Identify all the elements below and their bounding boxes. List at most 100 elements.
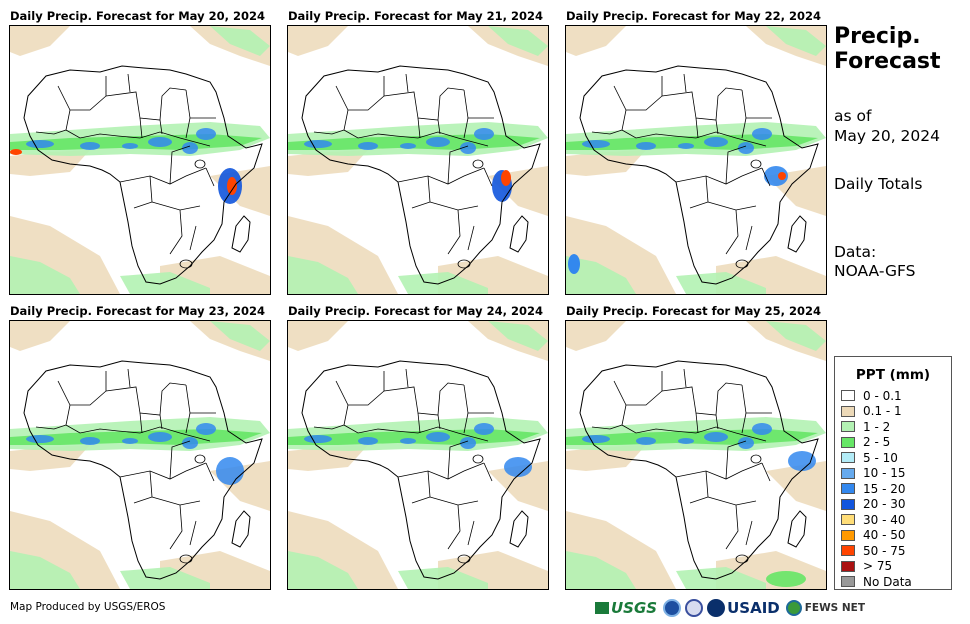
country-border	[313, 129, 345, 135]
legend-swatch	[841, 529, 855, 541]
legend-swatch	[841, 498, 855, 510]
heavy-precip-cell	[752, 423, 772, 435]
country-border	[139, 117, 143, 139]
legend-item: > 75	[841, 559, 912, 575]
usgs-logo-icon	[595, 602, 609, 614]
country-border	[151, 496, 201, 506]
heavy-precip-cell	[582, 140, 610, 148]
heavy-precip-cell	[426, 432, 450, 442]
country-border	[745, 225, 753, 251]
country-border	[483, 462, 493, 482]
legend-swatch	[841, 514, 855, 526]
country-border	[483, 167, 493, 187]
heavy-precip-cell	[474, 423, 494, 435]
heavy-precip-cell	[216, 457, 244, 485]
moderate-precip-area	[766, 26, 826, 56]
heavy-precip-cell	[122, 143, 138, 149]
madagascar-coastline	[787, 510, 807, 548]
fewsnet-globe-icon	[785, 600, 802, 616]
country-border	[429, 201, 479, 211]
heavy-precip-cell	[704, 137, 728, 147]
country-border	[683, 73, 687, 93]
legend-item: 0 - 0.1	[841, 388, 912, 404]
light-precip-area	[10, 26, 70, 56]
lake-victoria	[750, 159, 762, 169]
heavy-precip-cell	[400, 438, 416, 444]
country-border	[105, 382, 187, 416]
heavy-precip-cell	[678, 143, 694, 149]
map-may-23-canvas	[10, 321, 270, 589]
panel-title-may-24: Daily Precip. Forecast for May 24, 2024	[288, 304, 543, 318]
legend-label: 30 - 40	[863, 512, 906, 527]
lesotho-border	[179, 554, 193, 564]
extreme-precip-cell	[501, 170, 511, 186]
heavy-precip-cell	[704, 432, 728, 442]
country-border	[383, 87, 465, 121]
heavy-precip-cell	[764, 166, 788, 186]
country-border	[447, 440, 469, 480]
country-border	[35, 129, 67, 135]
country-border	[761, 167, 771, 187]
country-border	[741, 412, 747, 434]
moderate-precip-area	[766, 571, 806, 587]
legend-label: 1 - 2	[863, 419, 891, 434]
legend-item: 2 - 5	[841, 435, 912, 451]
map-may-20-canvas	[10, 26, 270, 294]
africa-coastline	[301, 360, 541, 580]
country-border	[117, 131, 211, 147]
legend-swatch	[841, 576, 855, 588]
moderate-precip-area	[398, 567, 488, 589]
moderate-precip-area	[210, 321, 270, 351]
map-may-21	[287, 25, 549, 295]
country-border	[621, 109, 675, 139]
lesotho-border	[735, 259, 749, 269]
legend-item: 30 - 40	[841, 512, 912, 528]
moderate-precip-area	[288, 256, 358, 294]
country-border	[185, 412, 191, 434]
country-border	[57, 76, 107, 111]
country-border	[335, 76, 385, 111]
africa-coastline	[579, 65, 819, 285]
country-border	[35, 424, 67, 430]
country-border	[395, 426, 489, 442]
legend-label: 40 - 50	[863, 528, 906, 543]
lake-victoria	[472, 454, 484, 464]
map-may-23	[9, 320, 271, 590]
heavy-precip-cell	[738, 437, 754, 449]
legend-swatch	[841, 452, 855, 464]
light-precip-area	[10, 150, 90, 176]
panel-title-may-21: Daily Precip. Forecast for May 21, 2024	[288, 9, 543, 23]
country-border	[437, 119, 441, 135]
country-border	[707, 496, 757, 506]
map-may-21-canvas	[288, 26, 548, 294]
country-border	[447, 209, 461, 255]
moderate-precip-area	[10, 551, 80, 589]
panel-title-may-20: Daily Precip. Forecast for May 20, 2024	[10, 9, 265, 23]
heavy-precip-cell	[504, 457, 532, 477]
country-border	[467, 520, 475, 546]
country-border	[467, 225, 475, 251]
country-border	[591, 129, 623, 135]
light-precip-area	[288, 150, 368, 176]
map-may-25	[565, 320, 827, 590]
heavy-precip-cell	[304, 140, 332, 148]
moderate-precip-area	[288, 551, 358, 589]
moderate-precip-area	[488, 321, 548, 351]
country-border	[661, 382, 743, 416]
country-border	[673, 131, 767, 147]
panel-title-may-25: Daily Precip. Forecast for May 25, 2024	[566, 304, 821, 318]
country-border	[715, 119, 719, 135]
heavy-precip-cell	[678, 438, 694, 444]
light-precip-area	[288, 321, 348, 351]
legend-label: 0.1 - 1	[863, 404, 902, 419]
legend-item: 20 - 30	[841, 497, 912, 513]
legend-label: 0 - 0.1	[863, 388, 902, 403]
heavy-precip-cell	[358, 437, 378, 445]
country-border	[139, 412, 143, 434]
country-border	[689, 175, 709, 209]
moderate-precip-area	[676, 567, 766, 589]
extreme-precip-cell	[778, 172, 786, 180]
africa-coastline	[579, 360, 819, 580]
light-precip-area	[288, 445, 368, 471]
map-may-25-canvas	[566, 321, 826, 589]
